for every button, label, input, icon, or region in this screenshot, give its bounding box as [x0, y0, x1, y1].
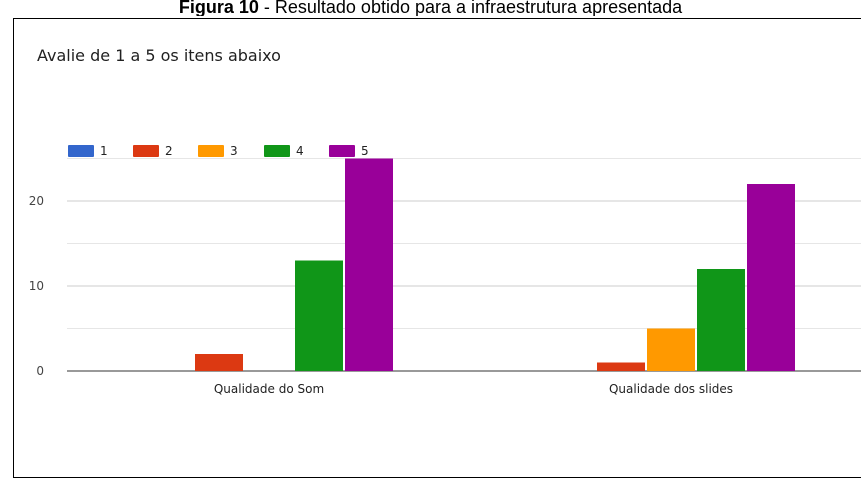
legend-label: 2 [165, 144, 173, 158]
legend-item-1: 1 [68, 144, 108, 158]
legend-swatch [68, 145, 94, 157]
legend-item-3: 3 [198, 144, 238, 158]
figure-caption: Figura 10 - Resultado obtido para a infr… [0, 0, 861, 16]
chart-frame [13, 18, 861, 478]
legend-label: 3 [230, 144, 238, 158]
category-labels: Qualidade do Som Qualidade dos slides [214, 382, 733, 396]
figure-caption-label: Figura 10 [178, 0, 259, 16]
y-tick-label: 10 [29, 279, 44, 293]
form-question-title: Avalie de 1 a 5 os itens abaixo [37, 46, 281, 65]
legend-item-2: 2 [133, 144, 173, 158]
category-label: Qualidade dos slides [609, 382, 733, 396]
legend-label: 1 [100, 144, 108, 158]
bar-chart: 0 10 20 Qualidade do Som Qualidade dos slid… [29, 144, 861, 396]
legend-item-4: 4 [264, 144, 304, 158]
category-label: Qualidade do Som [214, 382, 324, 396]
bar-qualidade-dos-slides-5 [747, 184, 795, 371]
figure-caption-separator: - [258, 0, 275, 16]
y-tick-label: 20 [29, 194, 44, 208]
bar-qualidade-do-som-2 [195, 354, 243, 371]
bar-qualidade-do-som-4 [295, 260, 343, 371]
legend-label: 4 [296, 144, 304, 158]
legend-swatch [198, 145, 224, 157]
legend-item-5: 5 [329, 144, 369, 158]
legend-label: 5 [361, 144, 369, 158]
legend: 1 2 3 4 5 [68, 144, 369, 158]
legend-swatch [329, 145, 355, 157]
y-tick-label: 0 [36, 364, 44, 378]
bar-qualidade-dos-slides-3 [647, 328, 695, 371]
legend-swatch [264, 145, 290, 157]
bar-qualidade-dos-slides-4 [697, 269, 745, 371]
bars [195, 158, 795, 371]
legend-swatch [133, 145, 159, 157]
bar-qualidade-dos-slides-2 [597, 362, 645, 371]
bar-qualidade-do-som-5 [345, 158, 393, 371]
y-axis-ticks: 0 10 20 [29, 194, 44, 378]
figure-caption-text: Resultado obtido para a infraestrutura a… [274, 0, 683, 16]
